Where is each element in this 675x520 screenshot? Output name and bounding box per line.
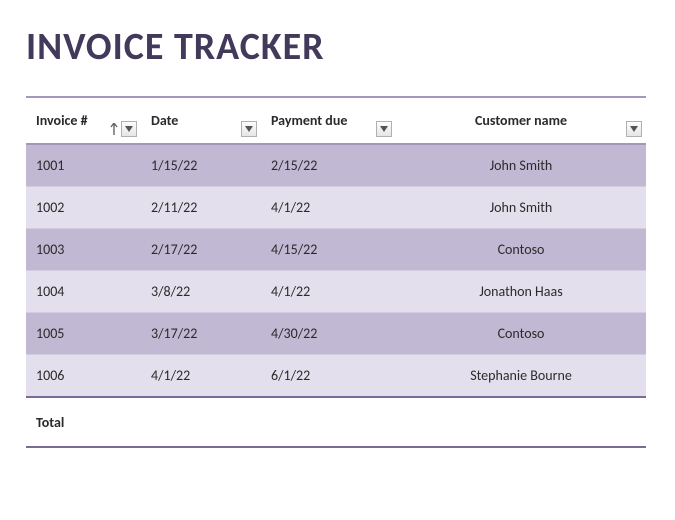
cell-due: 4/1/22	[261, 271, 396, 313]
cell-customer: John Smith	[396, 144, 646, 187]
cell-date: 3/17/22	[141, 313, 261, 355]
cell-customer: Contoso	[396, 313, 646, 355]
column-header-invoice: Invoice #	[26, 97, 141, 144]
table-row: 1004 3/8/22 4/1/22 Jonathon Haas	[26, 271, 646, 313]
table-body: 1001 1/15/22 2/15/22 John Smith 1002 2/1…	[26, 144, 646, 447]
cell-customer: Contoso	[396, 229, 646, 271]
column-label: Payment due	[271, 112, 347, 129]
cell-customer: John Smith	[396, 187, 646, 229]
cell-invoice: 1006	[26, 355, 141, 398]
total-empty	[261, 397, 396, 447]
filter-dropdown-icon[interactable]	[241, 121, 257, 137]
invoice-table: Invoice # Date Payment due	[26, 96, 646, 448]
cell-date: 4/1/22	[141, 355, 261, 398]
cell-invoice: 1002	[26, 187, 141, 229]
sort-asc-icon	[109, 121, 119, 137]
column-header-date: Date	[141, 97, 261, 144]
cell-date: 2/17/22	[141, 229, 261, 271]
cell-invoice: 1005	[26, 313, 141, 355]
cell-due: 6/1/22	[261, 355, 396, 398]
table-row: 1005 3/17/22 4/30/22 Contoso	[26, 313, 646, 355]
total-empty	[396, 397, 646, 447]
table-row: 1001 1/15/22 2/15/22 John Smith	[26, 144, 646, 187]
cell-due: 4/15/22	[261, 229, 396, 271]
column-header-customer-name: Customer name	[396, 97, 646, 144]
cell-date: 2/11/22	[141, 187, 261, 229]
column-label: Customer name	[475, 112, 567, 129]
table-header-row: Invoice # Date Payment due	[26, 97, 646, 144]
cell-due: 4/30/22	[261, 313, 396, 355]
column-label: Date	[151, 112, 178, 129]
cell-date: 3/8/22	[141, 271, 261, 313]
filter-dropdown-icon[interactable]	[376, 121, 392, 137]
cell-invoice: 1004	[26, 271, 141, 313]
cell-due: 2/15/22	[261, 144, 396, 187]
cell-customer: Stephanie Bourne	[396, 355, 646, 398]
table-row: 1003 2/17/22 4/15/22 Contoso	[26, 229, 646, 271]
page-title: INVOICE TRACKER	[26, 24, 649, 70]
table-row: 1006 4/1/22 6/1/22 Stephanie Bourne	[26, 355, 646, 398]
table-row: 1002 2/11/22 4/1/22 John Smith	[26, 187, 646, 229]
cell-invoice: 1001	[26, 144, 141, 187]
total-label: Total	[26, 397, 141, 447]
cell-invoice: 1003	[26, 229, 141, 271]
cell-due: 4/1/22	[261, 187, 396, 229]
total-empty	[141, 397, 261, 447]
filter-dropdown-icon[interactable]	[626, 121, 642, 137]
table-total-row: Total	[26, 397, 646, 447]
cell-date: 1/15/22	[141, 144, 261, 187]
column-label: Invoice #	[36, 112, 88, 129]
cell-customer: Jonathon Haas	[396, 271, 646, 313]
filter-dropdown-icon[interactable]	[121, 121, 137, 137]
column-header-payment-due: Payment due	[261, 97, 396, 144]
